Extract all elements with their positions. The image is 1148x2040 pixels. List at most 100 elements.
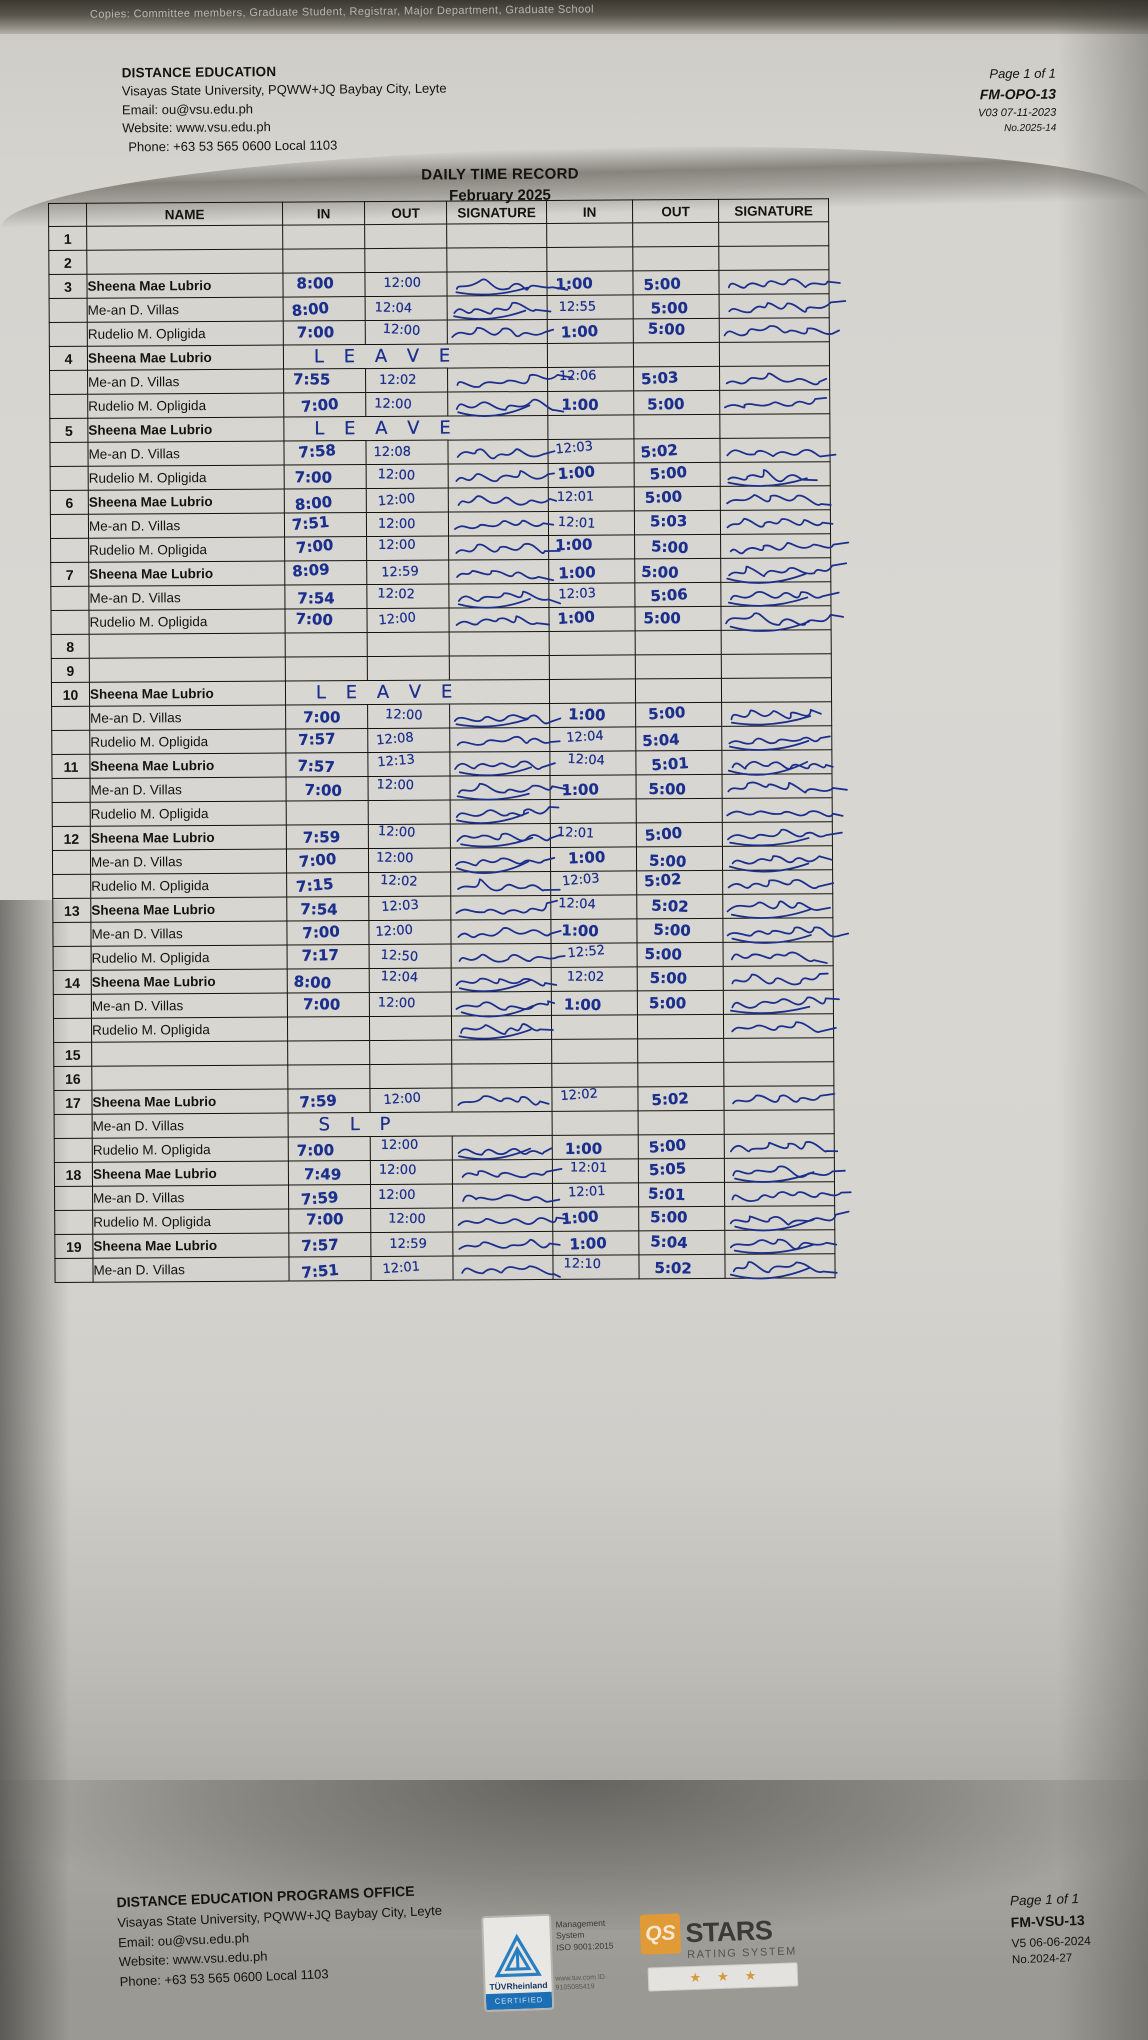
- signature-mark: [457, 495, 558, 506]
- cell-employee-name: Rudelio M. Opligida: [90, 873, 287, 899]
- cell-in-am: [287, 1040, 370, 1066]
- cell-out-am: 12:00: [370, 1160, 453, 1185]
- cell-in-pm: [547, 342, 634, 368]
- cell-in-am: 8:09: [284, 560, 367, 586]
- handwritten-time: 7:00: [298, 849, 338, 872]
- signature-mark: [731, 1021, 837, 1033]
- cell-in-pm: 12:06: [547, 366, 634, 392]
- cell-employee-name: Rudelio M. Opligida: [89, 729, 286, 755]
- handwritten-time: 5:00: [644, 823, 683, 845]
- cell-employee-name: Sheena Mae Lubrio: [90, 825, 287, 851]
- cell-in-pm: 12:04: [550, 894, 637, 920]
- cell-in-pm: [549, 678, 636, 704]
- cell-employee-name: [86, 225, 283, 251]
- handwritten-time: 12:02: [566, 969, 605, 986]
- handwritten-time: 8:00: [293, 972, 332, 993]
- handwritten-time: 12:01: [556, 489, 595, 506]
- handwritten-time: 7:57: [301, 1235, 340, 1256]
- handwritten-time: 5:03: [649, 512, 688, 531]
- handwritten-time: 12:04: [374, 300, 413, 317]
- signature-mark: [455, 1000, 556, 1018]
- handwritten-time: 1:00: [561, 921, 600, 941]
- signature-mark: [730, 1141, 839, 1153]
- cell-out-pm: 5:00: [638, 1206, 725, 1231]
- tuv-certified-badge: CERTIFIED: [485, 1991, 553, 2011]
- cell-out-am: [369, 1064, 452, 1089]
- handwritten-time: 12:00: [377, 491, 416, 510]
- col-header-name: NAME: [86, 202, 283, 227]
- cell-employee-name: Me-an D. Villas: [91, 993, 288, 1019]
- cell-day-number: [50, 538, 89, 563]
- tuv-logo-box: TÜVRheinland CERTIFIED: [481, 1913, 555, 2013]
- letterhead-left: DISTANCE EDUCATION Visayas State Univers…: [122, 61, 448, 157]
- handwritten-time: 8:09: [291, 560, 331, 581]
- cell-out-pm: [636, 798, 723, 823]
- cell-out-am: 12:00: [368, 824, 451, 849]
- cell-out-am: 12:00: [365, 392, 448, 417]
- cell-out-am: 12:00: [366, 488, 449, 513]
- tuv-triangle-icon: [494, 1933, 542, 1978]
- cell-signature-am: [448, 583, 562, 609]
- cell-signature-am: [452, 1255, 561, 1281]
- cell-in-pm: 12:03: [547, 438, 635, 464]
- signature-mark: [453, 301, 552, 320]
- handwritten-time: 5:02: [654, 1258, 692, 1278]
- cell-leave-annotation: L E A V E: [285, 679, 550, 706]
- handwritten-time: 5:00: [641, 562, 679, 582]
- signature-mark: [458, 953, 566, 963]
- handwritten-time: 5:00: [650, 537, 689, 558]
- cell-signature-pm: [723, 965, 834, 991]
- cell-in-pm: 1:00: [548, 462, 635, 488]
- cell-employee-name: Me-an D. Villas: [90, 921, 288, 947]
- cell-signature-am: [448, 487, 558, 513]
- cell-signature-pm: [720, 533, 850, 559]
- cell-day-number: [51, 730, 90, 755]
- signature-mark: [731, 1191, 852, 1202]
- signature-mark: [458, 1239, 561, 1250]
- cell-day-number: [50, 514, 89, 539]
- cell-signature-pm: [724, 1157, 846, 1183]
- signature-mark: [732, 1165, 846, 1183]
- handwritten-time: 1:00: [560, 321, 599, 342]
- handwritten-time: 12:01: [569, 1160, 608, 1177]
- cell-employee-name: Sheena Mae Lubrio: [89, 753, 287, 779]
- cell-in-am: 8:00: [282, 272, 366, 298]
- handwritten-time: 1:00: [554, 535, 593, 555]
- cell-day-number: 4: [49, 346, 88, 371]
- cell-out-am: 12:00: [366, 512, 449, 537]
- handwritten-time: 12:55: [558, 299, 597, 316]
- cell-in-pm: 12:02: [551, 966, 638, 992]
- cell-out-am: 12:00: [366, 608, 450, 633]
- cell-in-pm: 1:00: [551, 990, 638, 1016]
- cell-signature-am: [449, 727, 561, 753]
- handwritten-time: 7:57: [297, 756, 336, 777]
- cell-in-am: 7:00: [288, 1208, 371, 1234]
- cell-out-am: 12:59: [366, 560, 449, 585]
- handwritten-time: 12:08: [373, 444, 412, 461]
- signature-mark: [451, 327, 555, 338]
- signature-mark: [455, 977, 558, 993]
- signature-mark: [727, 828, 843, 847]
- cell-out-am: [367, 656, 450, 681]
- cell-signature-am: [448, 559, 555, 585]
- signature-mark: [730, 996, 840, 1015]
- handwritten-time: 5:06: [649, 585, 689, 606]
- cell-employee-name: [91, 1041, 288, 1067]
- cell-employee-name: Sheena Mae Lubrio: [91, 1089, 289, 1115]
- signature-mark: [462, 1194, 561, 1203]
- cell-out-pm: 5:02: [637, 1086, 725, 1111]
- signature-mark: [457, 1147, 553, 1161]
- signature-mark: [458, 1023, 554, 1040]
- handwritten-time: 5:03: [640, 368, 679, 389]
- cell-signature-pm: [721, 653, 832, 679]
- handwritten-time: 12:00: [377, 995, 416, 1012]
- cell-in-am: 8:00: [287, 968, 370, 994]
- signature-mark: [729, 1261, 838, 1280]
- cell-out-am: 12:02: [368, 872, 451, 897]
- handwritten-time: 7:54: [297, 589, 335, 608]
- signature-mark: [457, 927, 562, 939]
- cell-employee-name: Rudelio M. Opligida: [87, 321, 284, 347]
- cell-signature-am: [448, 535, 561, 561]
- handwritten-time: 12:04: [380, 969, 419, 986]
- cell-in-am: [282, 224, 365, 250]
